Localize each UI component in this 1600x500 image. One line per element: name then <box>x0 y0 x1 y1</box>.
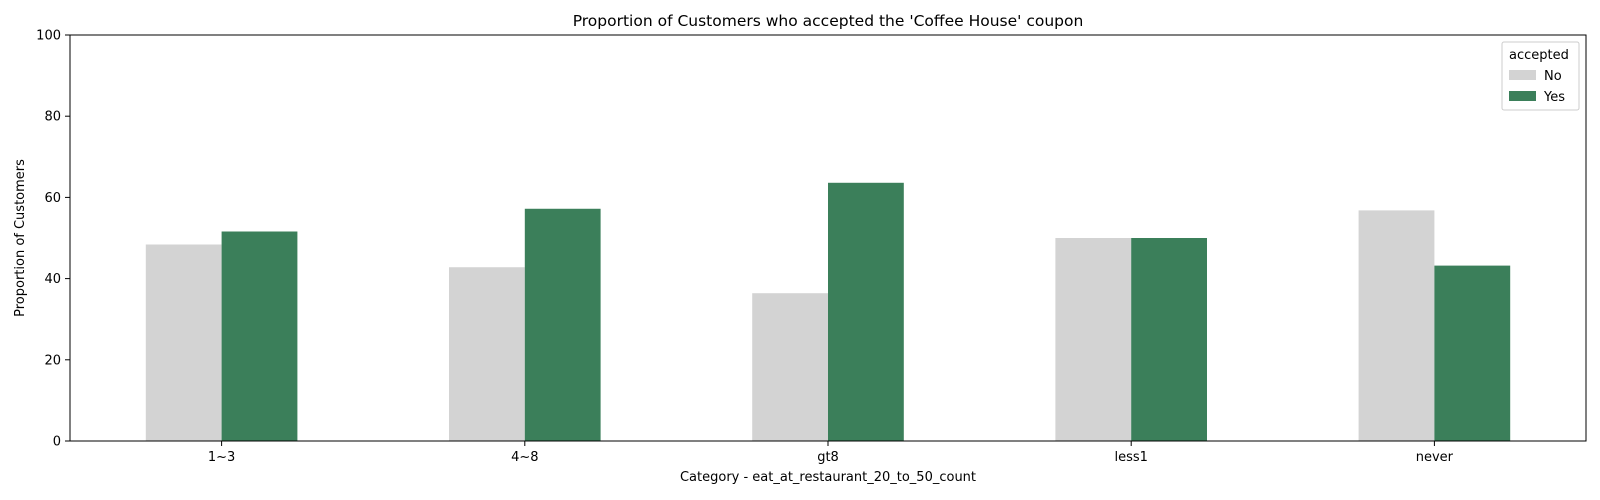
x-tick-label: gt8 <box>817 450 839 465</box>
x-axis-ticks: 1~3 4~8 gt8 less1 never <box>208 441 1454 465</box>
bar-no-1 <box>449 267 525 441</box>
x-tick-label: 4~8 <box>511 450 538 465</box>
bar-no-3 <box>1055 238 1132 441</box>
bars-layer <box>145 182 1511 441</box>
chart-title: Proportion of Customers who accepted the… <box>573 12 1084 30</box>
legend: accepted No Yes <box>1501 41 1580 111</box>
y-tick-label: 60 <box>44 191 61 206</box>
bar-yes-4 <box>1434 265 1511 441</box>
x-tick-label: never <box>1416 450 1454 465</box>
legend-swatch-no <box>1509 70 1536 80</box>
bar-no-4 <box>1358 210 1435 441</box>
y-tick-label: 0 <box>53 435 61 450</box>
bar-yes-3 <box>1131 238 1207 441</box>
y-axis-ticks: 0 20 40 60 80 100 <box>36 29 70 450</box>
legend-title: accepted <box>1509 48 1569 63</box>
y-axis-label: Proportion of Customers <box>13 159 28 317</box>
bar-yes-2 <box>828 182 904 441</box>
y-tick-label: 20 <box>44 353 61 368</box>
y-tick-label: 40 <box>44 272 61 287</box>
bar-no-0 <box>145 244 222 441</box>
x-tick-label: 1~3 <box>208 450 235 465</box>
bar-no-2 <box>752 293 828 441</box>
bar-yes-1 <box>524 208 601 441</box>
y-tick-label: 100 <box>36 29 61 44</box>
x-axis-label: Category - eat_at_restaurant_20_to_50_co… <box>680 470 976 485</box>
legend-label-yes: Yes <box>1543 90 1565 105</box>
x-tick-label: less1 <box>1114 450 1147 465</box>
legend-swatch-yes <box>1509 91 1536 101</box>
y-tick-label: 80 <box>44 110 61 125</box>
legend-label-no: No <box>1544 69 1562 84</box>
bar-yes-0 <box>221 231 298 441</box>
